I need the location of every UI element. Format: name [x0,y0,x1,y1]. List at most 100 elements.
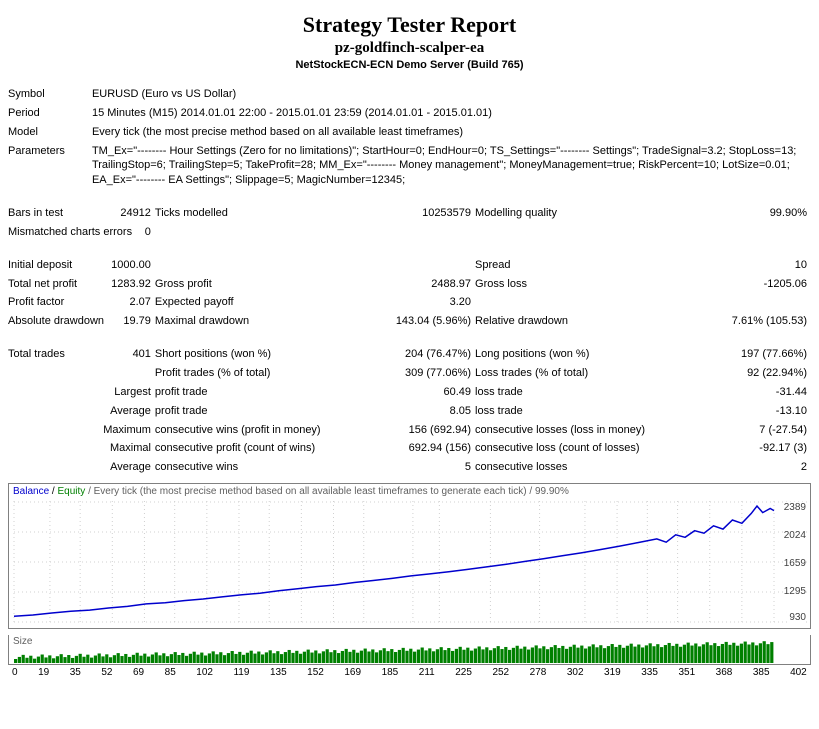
acw-value: 5 [365,458,475,477]
pf-label: Profit factor [8,293,92,312]
average-label: Average [92,402,155,421]
x-tick: 319 [604,667,621,678]
balance-chart-box: Balance / Equity / Every tick (the most … [8,483,811,629]
x-tick: 69 [133,667,144,678]
y-tick-1: 2024 [784,530,806,541]
cl-value: 7 (-27.54) [685,421,811,440]
symbol-value: EURUSD (Euro vs US Dollar) [92,85,811,104]
legend-balance: Balance [13,486,49,497]
x-tick: 368 [716,667,733,678]
period-label: Period [8,104,92,123]
average2-label: Average [92,458,155,477]
chart-header: Balance / Equity / Every tick (the most … [9,484,810,499]
lt-value: 92 (22.94%) [685,364,811,383]
x-tick: 185 [382,667,399,678]
ad-label: Absolute drawdown [8,312,92,331]
x-tick: 152 [307,667,324,678]
md-value: 143.04 (5.96%) [365,312,475,331]
acl-label: consecutive losses [475,458,685,477]
x-tick: 211 [419,667,435,678]
symbol-label: Symbol [8,85,92,104]
size-chart-box: Size [8,635,811,665]
alt-label: loss trade [475,402,685,421]
model-label: Model [8,123,92,142]
report-server: NetStockECN-ECN Demo Server (Build 765) [8,59,811,71]
mcp-value: 692.94 (156) [365,439,475,458]
tnp-label: Total net profit [8,275,92,294]
params-label: Parameters [8,142,92,191]
ep-value: 3.20 [365,293,475,312]
gl-label: Gross loss [475,275,685,294]
x-tick: 85 [165,667,176,678]
pf-value: 2.07 [92,293,155,312]
legend-rest: / Every tick (the most precise method ba… [88,486,569,497]
lpt-value: 60.49 [365,383,475,402]
pt-label: Profit trades (% of total) [155,364,365,383]
pt-value: 309 (77.06%) [365,364,475,383]
mcl-label: consecutive loss (count of losses) [475,439,685,458]
maximum-label: Maximum [92,421,155,440]
ep-label: Expected payoff [155,293,365,312]
lt-label: Loss trades (% of total) [475,364,685,383]
lpt-label: profit trade [155,383,365,402]
llt-label: loss trade [475,383,685,402]
initdep-value: 1000.00 [92,256,155,275]
tt-label: Total trades [8,345,92,364]
info-table: Symbol EURUSD (Euro vs US Dollar) Period… [8,85,811,477]
x-tick: 102 [196,667,213,678]
rd-label: Relative drawdown [475,312,685,331]
sp-label: Short positions (won %) [155,345,365,364]
acw-label: consecutive wins [155,458,365,477]
acl-value: 2 [685,458,811,477]
mq-label: Modelling quality [475,204,685,223]
apt-label: profit trade [155,402,365,421]
x-tick: 278 [530,667,547,678]
x-tick: 119 [233,667,249,678]
mcl-value: -92.17 (3) [685,439,811,458]
spread-value: 10 [685,256,811,275]
x-tick: 252 [492,667,509,678]
legend-equity: Equity [57,486,85,497]
y-tick-3: 1295 [784,586,806,597]
x-tick: 351 [678,667,695,678]
bars-label: Bars in test [8,204,92,223]
tnp-value: 1283.92 [92,275,155,294]
spread-label: Spread [475,256,685,275]
gp-label: Gross profit [155,275,365,294]
cl-label: consecutive losses (loss in money) [475,421,685,440]
model-value: Every tick (the most precise method base… [92,123,811,142]
mismatch-label: Mismatched charts errors [8,223,92,242]
llt-value: -31.44 [685,383,811,402]
x-tick: 402 [790,667,807,678]
mq-value: 99.90% [685,204,811,223]
maximal-label: Maximal [92,439,155,458]
x-tick: 35 [70,667,81,678]
mcp-label: consecutive profit (count of wins) [155,439,365,458]
x-tick: 0 [12,667,18,678]
gp-value: 2488.97 [365,275,475,294]
largest-label: Largest [92,383,155,402]
report-title: Strategy Tester Report [8,12,811,38]
gl-value: -1205.06 [685,275,811,294]
period-value: 15 Minutes (M15) 2014.01.01 22:00 - 2015… [92,104,811,123]
x-tick: 225 [455,667,472,678]
x-axis-ticks: 0193552698510211913515216918521122525227… [8,665,811,678]
x-tick: 385 [753,667,770,678]
cw-value: 156 (692.94) [365,421,475,440]
md-label: Maximal drawdown [155,312,365,331]
params-value: TM_Ex="-------- Hour Settings (Zero for … [92,142,811,191]
lp-label: Long positions (won %) [475,345,685,364]
ticks-label: Ticks modelled [155,204,365,223]
bars-value: 24912 [92,204,155,223]
tt-value: 401 [92,345,155,364]
x-tick: 335 [641,667,658,678]
ticks-value: 10253579 [365,204,475,223]
size-label: Size [13,636,32,647]
initdep-label: Initial deposit [8,256,92,275]
y-tick-0: 2389 [784,502,806,513]
sp-value: 204 (76.47%) [365,345,475,364]
apt-value: 8.05 [365,402,475,421]
y-tick-2: 1659 [784,558,806,569]
report-subtitle: pz-goldfinch-scalper-ea [8,40,811,57]
x-tick: 135 [270,667,287,678]
